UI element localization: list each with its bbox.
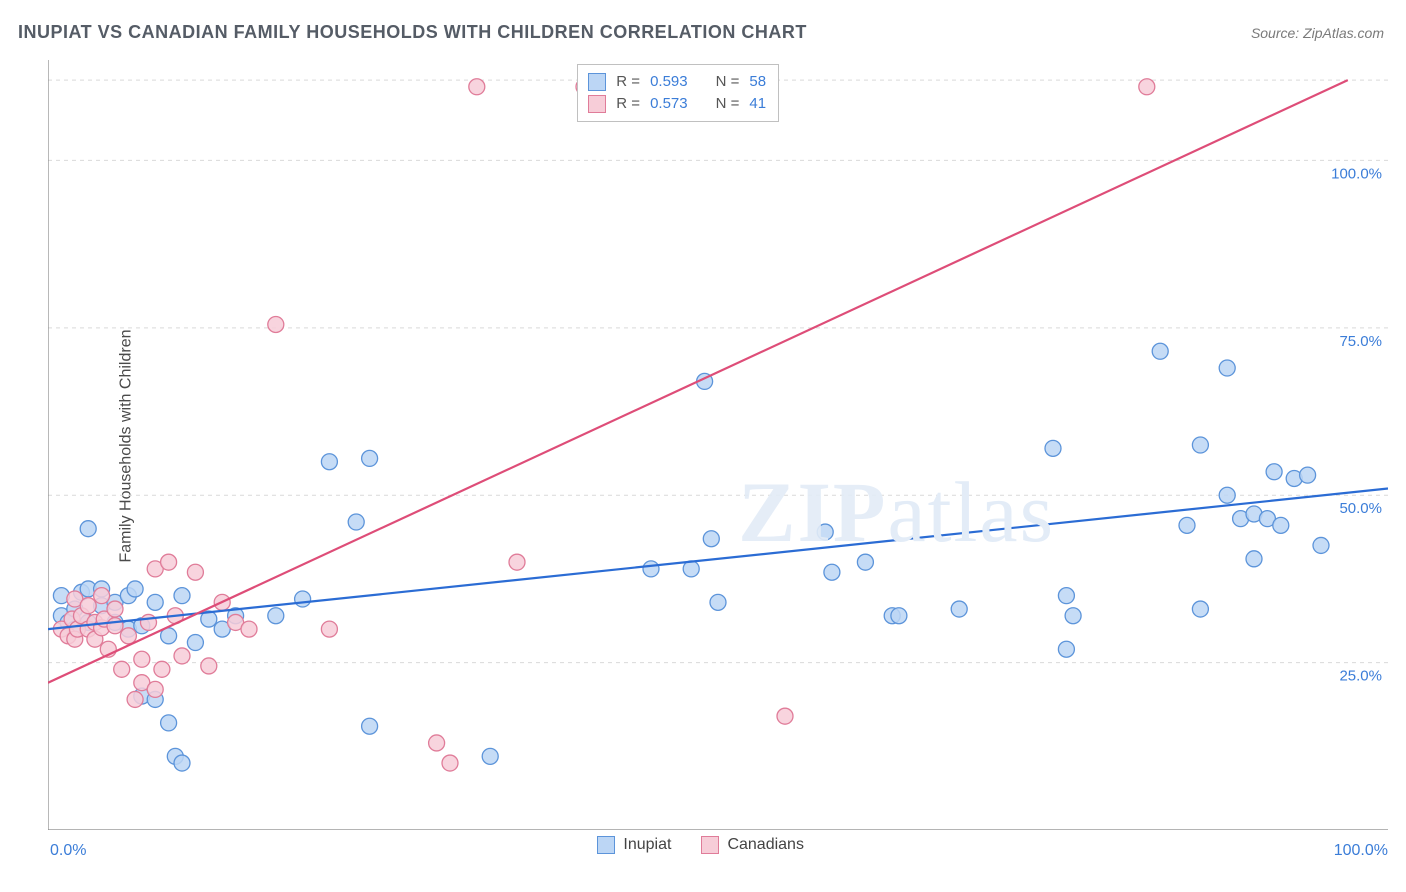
scatter-plot: 25.0% 50.0% 75.0% 100.0% [48, 60, 1388, 830]
series-name: Canadians [727, 836, 804, 854]
series-name: Inupiat [623, 836, 671, 854]
y-grid-label: 50.0% [1339, 500, 1382, 517]
r-label: R = [616, 71, 640, 93]
series-legend-item: Inupiat [597, 836, 671, 854]
series-legend-item: Canadians [701, 836, 804, 854]
legend-swatch [588, 73, 606, 91]
chart-title: INUPIAT VS CANADIAN FAMILY HOUSEHOLDS WI… [18, 22, 807, 43]
y-grid-label: 25.0% [1339, 668, 1382, 685]
y-grid-label: 100.0% [1331, 165, 1382, 182]
r-value: 0.593 [650, 71, 688, 93]
y-grid-label: 75.0% [1339, 333, 1382, 350]
n-value: 41 [749, 93, 766, 115]
watermark-text: ZIPatlas [738, 462, 1055, 562]
correlation-row: R = 0.593 N = 58 [588, 71, 766, 93]
x-axis-max-label: 100.0% [1334, 842, 1388, 860]
n-label: N = [716, 93, 740, 115]
legend-swatch [597, 836, 615, 854]
r-value: 0.573 [650, 93, 688, 115]
source-label: Source: ZipAtlas.com [1251, 25, 1384, 41]
series-legend: Inupiat Canadians [597, 836, 804, 854]
legend-swatch [588, 95, 606, 113]
r-label: R = [616, 93, 640, 115]
n-label: N = [716, 71, 740, 93]
x-axis-min-label: 0.0% [50, 842, 86, 860]
correlation-row: R = 0.573 N = 41 [588, 93, 766, 115]
n-value: 58 [749, 71, 766, 93]
correlation-legend: R = 0.593 N = 58 R = 0.573 N = 41 [577, 64, 779, 122]
legend-swatch [701, 836, 719, 854]
